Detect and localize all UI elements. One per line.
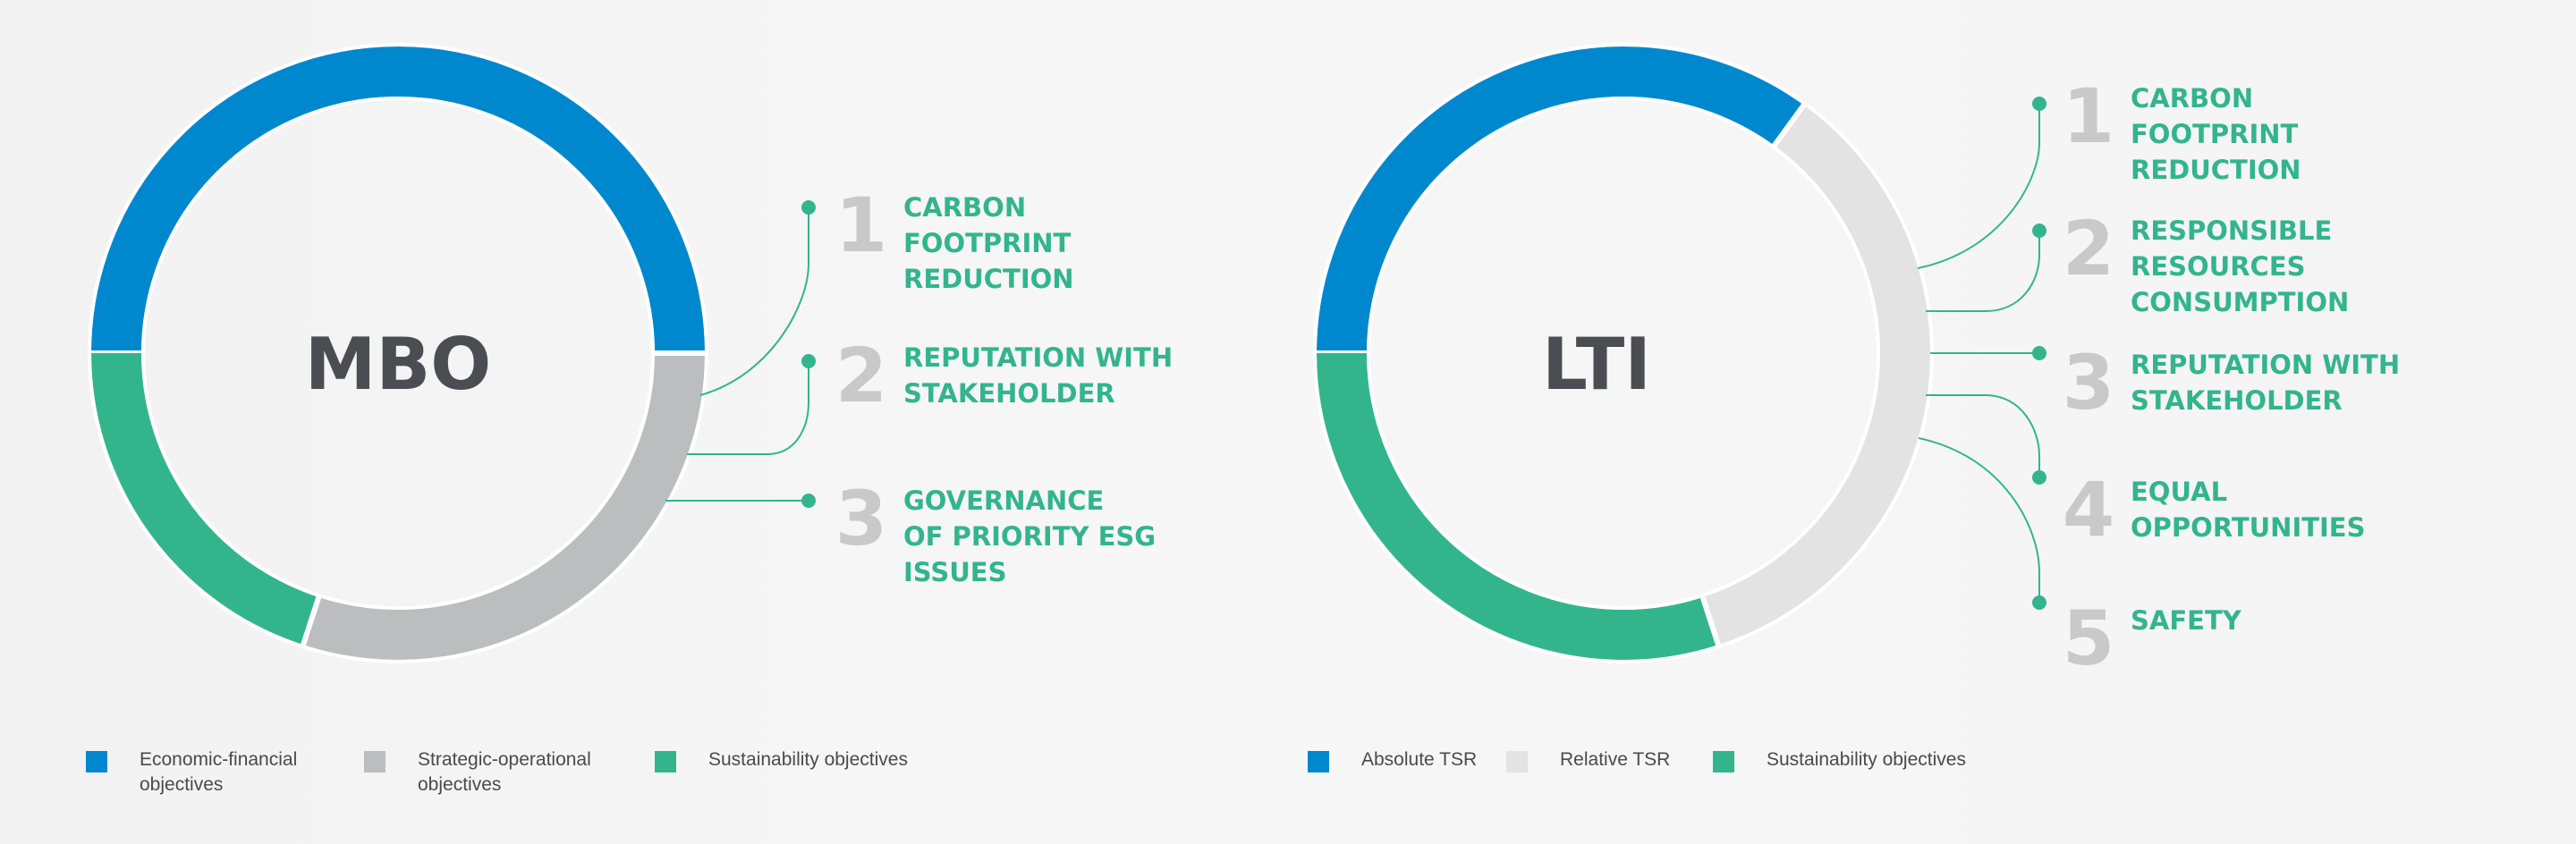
lti-legend-absolute: Absolute TSR (1308, 747, 1477, 772)
lti-item-number: 4 (2062, 466, 2115, 553)
lti-item-label: RESPONSIBLE RESOURCES CONSUMPTION (2131, 215, 2350, 317)
lti-item-number: 2 (2062, 205, 2115, 292)
lti-segment-2 (1702, 105, 1930, 646)
legend-label: Strategic-operational objectives (418, 749, 591, 795)
mbo-item-3: 3 GOVERNANCE OF PRIORITY ESG ISSUES (832, 481, 1156, 590)
mbo-connector-1 (699, 207, 809, 396)
legend-swatch-grey (364, 751, 386, 772)
lti-connector-2 (1926, 231, 2040, 312)
lti-item-number: 5 (2062, 595, 2115, 682)
mbo-connector-2 (687, 361, 809, 455)
lti-inner-ring (1367, 97, 1880, 610)
lti-item-4: 4 EQUAL OPPORTUNITIES (2059, 472, 2366, 547)
lti-legend-relative: Relative TSR (1506, 747, 1670, 772)
mbo-item-label: REPUTATION WITH STAKEHOLDER (903, 342, 1174, 409)
lti-connector-dot-3 (2032, 346, 2046, 360)
lti-item-label: CARBON FOOTPRINT REDUCTION (2131, 83, 2301, 185)
lti-connector-1 (1917, 104, 2040, 269)
lti-item-5: 5 SAFETY (2059, 601, 2241, 676)
mbo-connector-dot-1 (801, 200, 816, 215)
mbo-item-1: 1 CARBON FOOTPRINT REDUCTION (832, 188, 1074, 297)
lti-item-3: 3 REPUTATION WITH STAKEHOLDER (2059, 345, 2400, 420)
mbo-item-label: GOVERNANCE OF PRIORITY ESG ISSUES (903, 485, 1157, 587)
lti-item-number: 3 (2062, 339, 2115, 426)
mbo-legend-strategic: Strategic-operational objectives (364, 747, 591, 798)
lti-title: LTI (1541, 323, 1652, 406)
legend-label: Economic-financial objectives (140, 749, 298, 795)
lti-segment-1 (1317, 46, 1804, 354)
mbo-donut-chart (88, 43, 816, 663)
lti-item-2: 2 RESPONSIBLE RESOURCES CONSUMPTION (2059, 211, 2349, 320)
lti-connector-dot-2 (2032, 224, 2046, 238)
mbo-item-number: 1 (835, 181, 888, 269)
legend-swatch-blue (1308, 751, 1329, 772)
lti-connector-dot-1 (2032, 97, 2046, 111)
mbo-legend-economic: Economic-financial objectives (86, 747, 297, 798)
mbo-item-label: CARBON FOOTPRINT REDUCTION (903, 192, 1074, 294)
mbo-item-number: 3 (835, 475, 888, 562)
mbo-legend-sustainability: Sustainability objectives (655, 747, 908, 772)
legend-label: Sustainability objectives (708, 749, 908, 770)
lti-item-label: SAFETY (2131, 605, 2241, 636)
mbo-item-2: 2 REPUTATION WITH STAKEHOLDER (832, 338, 1173, 413)
lti-segment-gap (1771, 102, 1808, 149)
mbo-inner-ring (141, 97, 655, 610)
mbo-connector-dot-2 (801, 354, 816, 368)
legend-swatch-light-grey (1506, 751, 1528, 772)
mbo-outer-ring (88, 43, 708, 663)
lti-item-number: 1 (2062, 72, 2115, 160)
lti-segment-3 (1317, 352, 1718, 660)
mbo-title: MBO (304, 323, 492, 406)
legend-label: Relative TSR (1560, 749, 1671, 770)
lti-item-label: REPUTATION WITH STAKEHOLDER (2131, 350, 2401, 416)
mbo-segment-1 (91, 46, 705, 354)
lti-connector-4 (1926, 394, 2040, 477)
legend-swatch-blue (86, 751, 107, 772)
lti-item-label: EQUAL OPPORTUNITIES (2131, 477, 2366, 543)
lti-connector-dot-4 (2032, 470, 2046, 485)
mbo-item-number: 2 (835, 332, 888, 419)
mbo-segment-3 (91, 352, 319, 646)
lti-legend-sustainability: Sustainability objectives (1713, 747, 1966, 772)
lti-item-1: 1 CARBON FOOTPRINT REDUCTION (2059, 79, 2301, 188)
legend-swatch-green (655, 751, 676, 772)
legend-label: Absolute TSR (1361, 749, 1478, 770)
lti-donut-chart (1313, 43, 2046, 663)
mbo-connector-dot-3 (801, 494, 816, 508)
legend-swatch-green (1713, 751, 1734, 772)
mbo-segment-gap (300, 595, 322, 648)
mbo-segment-2 (303, 352, 705, 660)
lti-panel: LTI 1 CARBON FOOTPRINT REDUCTION 2 RESPO… (1288, 0, 2576, 844)
mbo-panel: MBO 1 CARBON FOOTPRINT REDUCTION 2 REPUT… (86, 43, 1174, 798)
lti-connector-dot-5 (2032, 595, 2046, 610)
lti-segment-gap (1699, 595, 1722, 648)
legend-label: Sustainability objectives (1767, 749, 1966, 770)
lti-connector-5 (1918, 437, 2040, 603)
